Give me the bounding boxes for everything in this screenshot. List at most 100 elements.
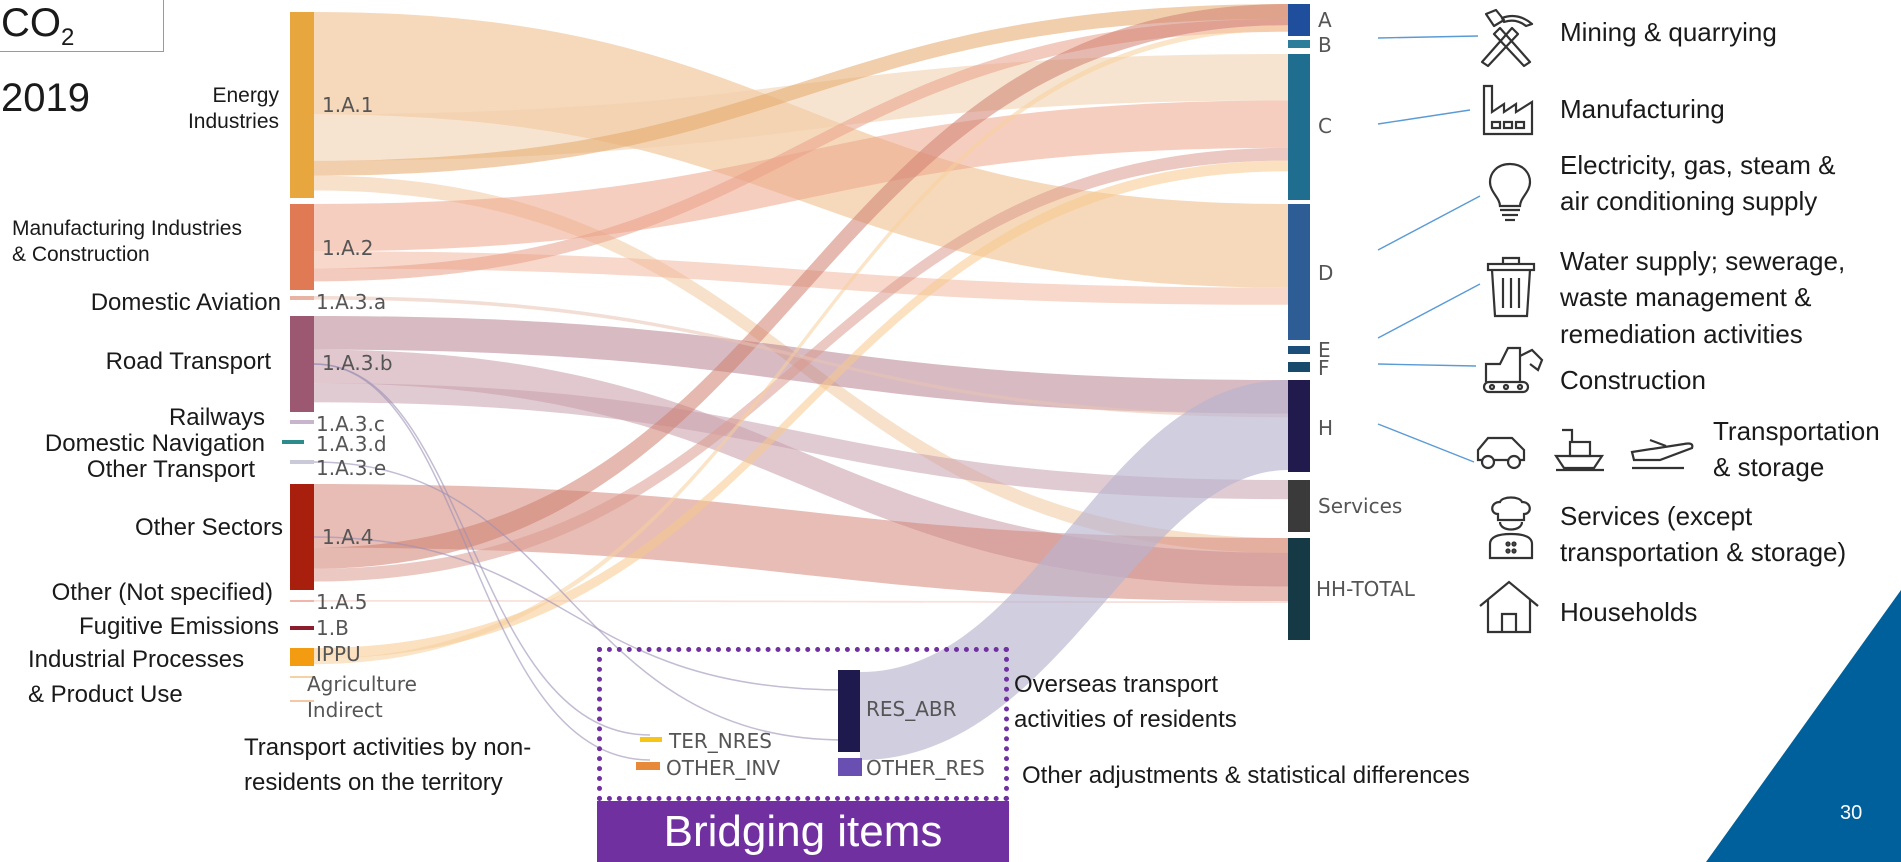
source-label-fugitive: Fugitive Emissions xyxy=(78,613,279,640)
source-node xyxy=(290,204,314,290)
source-node xyxy=(290,676,314,678)
source-node xyxy=(290,12,314,198)
target-code: H xyxy=(1318,416,1334,440)
bridging-node xyxy=(636,762,660,770)
source-label-aviation: Domestic Aviation xyxy=(90,289,281,316)
source-label-other-sectors: Other Sectors xyxy=(134,514,283,541)
source-label-ippu: Industrial Processes & Product Use xyxy=(28,646,245,708)
target-code: A xyxy=(1318,8,1332,32)
leader-line xyxy=(1377,35,1479,39)
source-label-other-transport: Other Transport xyxy=(86,456,255,483)
flow-ribbon xyxy=(314,147,1288,582)
lightbulb-icon xyxy=(1488,162,1532,222)
flow-ribbon xyxy=(314,18,1288,282)
sector-label-mining: Mining & quarrying xyxy=(1560,17,1777,47)
target-node xyxy=(1288,40,1310,48)
target-code: B xyxy=(1318,33,1332,57)
source-code: 1.A.3.d xyxy=(316,432,387,456)
source-node xyxy=(282,440,304,444)
flow-ribbon xyxy=(314,600,1288,603)
pickaxe-icon xyxy=(1480,8,1534,68)
corner-accent-shape xyxy=(1706,590,1901,862)
sector-label-manufacturing: Manufacturing xyxy=(1560,94,1725,124)
target-code: C xyxy=(1318,114,1332,138)
source-code: IPPU xyxy=(316,642,361,666)
source-node xyxy=(290,460,314,464)
source-node xyxy=(290,700,314,702)
target-node xyxy=(1288,380,1310,472)
target-node xyxy=(1288,346,1310,354)
source-label-energy: Energy Industries xyxy=(187,84,279,134)
target-node xyxy=(1288,4,1310,36)
flow-ribbon xyxy=(314,349,1288,587)
source-code: 1.A.4 xyxy=(322,525,374,549)
flow-line xyxy=(313,363,651,761)
source-code: 1.A.3.a xyxy=(316,290,387,314)
flow-line xyxy=(313,536,846,691)
bridging-code: TER_NRES xyxy=(669,729,772,753)
target-node xyxy=(1288,54,1310,200)
note-nonresidents: Transport activities by non- residents o… xyxy=(244,734,532,796)
flow-ribbon xyxy=(314,25,1288,665)
page-number: 30 xyxy=(1840,802,1863,824)
bridging-node xyxy=(640,737,662,742)
bridging-code: RES_ABR xyxy=(866,697,957,721)
source-label-railways: Railways xyxy=(168,404,265,431)
source-code: 1.A.5 xyxy=(316,590,368,614)
flow-ribbon xyxy=(314,4,1288,569)
flow-line xyxy=(313,461,846,741)
flow-ribbon xyxy=(314,383,1288,500)
source-node xyxy=(290,648,314,666)
source-node xyxy=(290,484,314,590)
source-code: Agriculture xyxy=(307,672,417,696)
flow-ribbon xyxy=(314,100,1288,252)
sector-label-households: Households xyxy=(1560,597,1698,627)
leader-line xyxy=(1377,283,1481,339)
source-code: 1.A.3.b xyxy=(322,351,393,375)
bridging-node xyxy=(838,758,862,776)
bridging-code: OTHER_RES xyxy=(866,756,985,780)
target-node xyxy=(1288,362,1310,372)
factory-icon xyxy=(1482,84,1534,136)
flow-ribbon xyxy=(314,160,1288,659)
bridging-items-box xyxy=(597,647,1009,801)
target-code: D xyxy=(1318,261,1334,285)
target-code: F xyxy=(1318,356,1330,380)
source-label-manufacturing: Manufacturing Industries & Construction xyxy=(12,217,242,267)
target-node xyxy=(1288,204,1310,340)
chef-icon xyxy=(1488,496,1534,560)
title-main: CO xyxy=(1,1,61,45)
target-node xyxy=(1288,480,1310,532)
sector-label-services: Services (except transportation & storag… xyxy=(1560,501,1847,568)
source-node xyxy=(290,600,314,602)
target-node xyxy=(1288,538,1310,640)
leader-line xyxy=(1377,195,1481,251)
source-node xyxy=(290,316,314,412)
target-code: Services xyxy=(1318,494,1403,518)
source-label-road: Road Transport xyxy=(105,348,271,375)
title-subscript: 2 xyxy=(61,24,75,51)
flow-line xyxy=(313,363,651,736)
sector-label-electricity: Electricity, gas, steam & air conditioni… xyxy=(1560,150,1836,217)
source-code: Indirect xyxy=(307,698,383,722)
bridging-node xyxy=(838,670,860,752)
leader-line xyxy=(1377,109,1471,125)
source-label-navigation: Domestic Navigation xyxy=(44,430,265,457)
note-other-adjustments: Other adjustments & statistical differen… xyxy=(1022,762,1470,789)
target-code: HH-TOTAL xyxy=(1316,577,1415,601)
flow-ribbon xyxy=(314,296,1288,418)
source-code: 1.A.3.c xyxy=(316,412,385,436)
excavator-icon xyxy=(1482,346,1544,394)
chart-title: CO2 2019 xyxy=(0,0,164,120)
bridging-items-banner: Bridging items xyxy=(597,801,1009,862)
note-overseas: Overseas transport activities of residen… xyxy=(1014,671,1237,733)
flow-ribbon xyxy=(860,380,1288,760)
sector-label-construction: Construction xyxy=(1560,365,1706,395)
source-node xyxy=(290,626,314,630)
leader-line xyxy=(1377,363,1477,367)
car-ship-plane-icon xyxy=(1476,428,1694,472)
bridging-code: OTHER_INV xyxy=(666,756,781,780)
trash-bin-icon xyxy=(1486,256,1536,318)
sector-label-transport: Transportation & storage xyxy=(1713,416,1880,483)
source-code: 1.A.2 xyxy=(322,236,374,260)
